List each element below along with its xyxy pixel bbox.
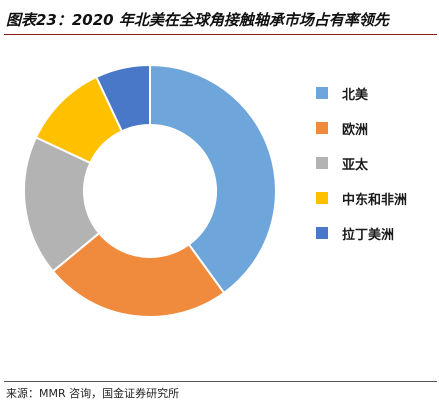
legend-label: 拉丁美洲 — [342, 227, 395, 243]
legend-label: 亚太 — [342, 157, 369, 173]
title-divider — [4, 34, 437, 35]
legend-swatch — [316, 227, 328, 239]
legend-swatch — [316, 192, 328, 204]
legend-item-5: 拉丁美洲 — [316, 224, 407, 243]
legend-label: 北美 — [342, 87, 369, 103]
donut-slice-2 — [51, 231, 226, 318]
legend-item-3: 亚太 — [316, 154, 407, 173]
legend: 北美欧洲亚太中东和非洲拉丁美洲 — [316, 84, 407, 259]
legend-item-4: 中东和非洲 — [316, 189, 408, 208]
legend-item-1: 北美 — [316, 84, 407, 103]
legend-swatch — [316, 157, 328, 169]
footer-divider — [4, 381, 437, 382]
legend-label: 中东和非洲 — [342, 192, 408, 208]
donut-chart — [23, 63, 277, 318]
legend-label: 欧洲 — [342, 122, 369, 138]
chart-title: 图表23：2020 年北美在全球角接触轴承市场占有率领先 — [6, 11, 389, 29]
legend-swatch — [316, 87, 328, 99]
donut-slice-1 — [149, 63, 277, 295]
donut-slice-5 — [95, 63, 151, 133]
legend-swatch — [316, 122, 328, 134]
legend-item-2: 欧洲 — [316, 119, 407, 138]
source-note: 来源：MMR 咨询，国金证券研究所 — [6, 387, 180, 400]
